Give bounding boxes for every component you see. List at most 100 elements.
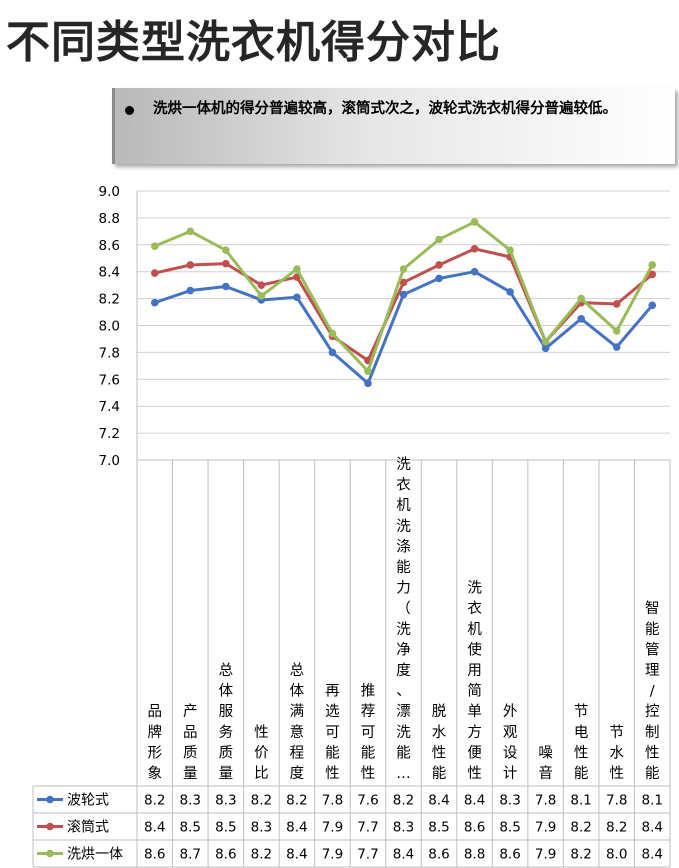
y-tick-label: 8.8 (99, 211, 120, 227)
summary-callout: 洗烘一体机的得分普遍较高，滚筒式次之，波轮式洗衣机得分普遍较低。 (112, 88, 675, 164)
data-table-cell: 8.1 (570, 793, 591, 809)
data-point (364, 379, 372, 388)
data-table-cell: 8.7 (180, 847, 201, 863)
category-label: 脱水性能 (432, 703, 447, 782)
category-label: 节电性能 (574, 703, 589, 782)
page-title: 不同类型洗衣机得分对比 (6, 17, 501, 68)
data-table-cell: 8.2 (393, 793, 414, 809)
data-table-cell: 8.4 (393, 847, 414, 863)
data-point (577, 294, 585, 303)
data-table-cell: 8.4 (641, 847, 662, 863)
y-tick-label: 7.0 (99, 453, 120, 469)
data-table-cell: 7.8 (535, 793, 556, 809)
data-table-cell: 8.1 (641, 793, 662, 809)
category-label: 品牌形象 (148, 703, 163, 782)
data-point (186, 227, 195, 236)
y-tick-label: 7.6 (99, 372, 120, 388)
y-tick-label: 9.0 (99, 184, 120, 200)
data-table-cell: 8.5 (180, 820, 201, 836)
data-point (257, 281, 266, 289)
data-table-cell: 8.2 (144, 793, 165, 809)
y-tick-label: 8.4 (99, 265, 120, 281)
data-point (470, 245, 479, 253)
data-table-cell: 7.9 (322, 820, 343, 836)
category-label: 外观设计 (503, 703, 518, 782)
bullet-icon (125, 106, 134, 115)
y-tick-label: 8.6 (99, 238, 120, 254)
data-table-cell: 7.7 (357, 820, 378, 836)
data-point (328, 348, 337, 357)
data-point (612, 343, 621, 351)
series-line-1 (154, 270, 654, 385)
data-table-cell: 8.2 (286, 793, 307, 809)
data-point (399, 290, 408, 299)
category-label: 洗衣机使用简单方便性 (467, 580, 482, 782)
data-table-cell: 8.2 (570, 820, 591, 836)
series-name: 洗烘一体 (67, 847, 123, 863)
data-point (612, 300, 621, 308)
data-point (435, 274, 443, 283)
data-table-cell: 8.3 (215, 793, 236, 809)
data-point (399, 278, 408, 287)
data-table-cell: 8.3 (180, 793, 201, 809)
y-tick-label: 8.0 (99, 319, 120, 335)
data-point (222, 246, 230, 254)
data-table-cell: 8.8 (464, 847, 485, 863)
data-table-cell: 7.8 (322, 793, 343, 809)
data-point (222, 259, 230, 268)
category-label: 噪音 (538, 745, 553, 782)
summary-text: 洗烘一体机的得分普遍较高，滚筒式次之，波轮式洗衣机得分普遍较低。 (153, 101, 617, 117)
data-point (470, 218, 479, 226)
category-label: 推荐可能性 (361, 683, 376, 782)
data-point (364, 367, 372, 376)
category-label: 产品质量 (183, 703, 198, 782)
data-point (470, 267, 479, 276)
data-point (186, 261, 195, 269)
data-point (257, 292, 266, 300)
data-point (328, 329, 337, 338)
data-point (577, 314, 585, 323)
data-point (150, 269, 159, 277)
data-table-cell: 8.2 (251, 847, 272, 863)
y-tick-label: 7.8 (99, 345, 120, 361)
data-point (293, 265, 301, 273)
data-table-cell: 8.6 (464, 820, 485, 836)
data-table-cell: 8.4 (144, 820, 165, 836)
data-table-cell: 7.9 (535, 847, 556, 863)
y-tick-label: 7.2 (99, 426, 120, 442)
data-point (186, 286, 195, 295)
data-point (150, 298, 159, 307)
data-table-cell: 7.9 (535, 820, 556, 836)
y-tick-label: 7.4 (99, 399, 120, 415)
category-label: 节水性 (609, 724, 624, 782)
data-point (399, 265, 408, 273)
data-point (150, 242, 159, 250)
data-table-cell: 8.3 (393, 820, 414, 836)
category-label: 再选可能性 (325, 684, 340, 782)
data-point (506, 246, 514, 254)
data-table-cell: 8.0 (606, 847, 627, 863)
data-table-cell: 8.4 (286, 820, 307, 836)
legend-key-marker (46, 849, 54, 858)
category-label: 总体满意程度 (290, 662, 305, 782)
data-point (293, 293, 301, 302)
data-table-cell: 8.2 (570, 847, 591, 863)
data-point (648, 261, 657, 269)
data-table-cell: 8.6 (499, 847, 520, 863)
data-table-cell: 7.6 (357, 793, 378, 809)
data-table-cell: 8.3 (251, 820, 272, 836)
category-label: 智能管理/控制性能 (645, 600, 660, 782)
data-table-cell: 8.5 (215, 820, 236, 836)
data-table-cell: 8.6 (428, 847, 449, 863)
data-table-cell: 8.5 (428, 820, 449, 836)
data-point (506, 288, 514, 296)
data-table-cell: 7.8 (606, 793, 627, 809)
data-point (648, 270, 657, 279)
data-table-cell: 8.2 (251, 793, 272, 809)
data-point (435, 261, 443, 269)
data-table-cell: 8.5 (499, 820, 520, 836)
data-table-cell: 8.4 (641, 820, 662, 836)
category-label: 性价比 (254, 724, 269, 782)
category-label: 洗衣机洗涤能力（洗净度、漂洗能… (396, 456, 411, 782)
data-table-cell: 7.7 (357, 847, 378, 863)
